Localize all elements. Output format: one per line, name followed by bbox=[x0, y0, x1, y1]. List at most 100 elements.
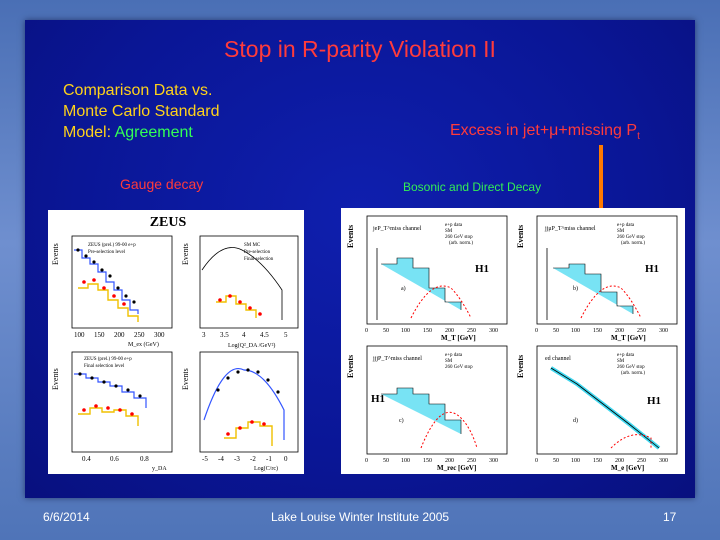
svg-text:50: 50 bbox=[553, 458, 559, 464]
svg-text:b): b) bbox=[573, 285, 578, 292]
zeus-plot-4: Events -5 -4 -3 -2 -1 0 Log(C/rc) bbox=[181, 351, 299, 472]
svg-text:0.8: 0.8 bbox=[140, 455, 149, 463]
svg-text:50: 50 bbox=[383, 328, 389, 334]
svg-text:50: 50 bbox=[553, 328, 559, 334]
svg-text:jjjP_T^miss channel: jjjP_T^miss channel bbox=[372, 356, 422, 362]
svg-text:Log(C/rc): Log(C/rc) bbox=[254, 465, 278, 472]
svg-text:d): d) bbox=[573, 417, 578, 424]
svg-text:100: 100 bbox=[401, 328, 410, 334]
svg-text:0: 0 bbox=[535, 328, 538, 334]
svg-text:Events: Events bbox=[516, 225, 525, 248]
svg-text:260 GeV stop: 260 GeV stop bbox=[617, 235, 645, 240]
svg-text:Log(Q²_DA /GeV²): Log(Q²_DA /GeV²) bbox=[228, 342, 275, 349]
svg-text:(arb. norm.): (arb. norm.) bbox=[621, 371, 645, 376]
svg-text:4.5: 4.5 bbox=[260, 331, 269, 339]
svg-text:260 GeV stop: 260 GeV stop bbox=[445, 235, 473, 240]
svg-text:e+p data: e+p data bbox=[445, 223, 463, 228]
svg-text:e+p data: e+p data bbox=[617, 353, 635, 358]
svg-text:(arb. norm.): (arb. norm.) bbox=[621, 241, 645, 246]
zeus-plot-1: Events ZEUS (prel.) 99-00 e+p Pre-select… bbox=[51, 235, 173, 348]
svg-text:e+p data: e+p data bbox=[617, 223, 635, 228]
svg-text:150: 150 bbox=[593, 328, 602, 334]
svg-text:3.5: 3.5 bbox=[220, 331, 229, 339]
zeus-ylabel-2: Events bbox=[181, 243, 190, 265]
svg-text:Events: Events bbox=[346, 355, 355, 378]
excess-mid: +missing P bbox=[558, 122, 638, 139]
svg-text:200: 200 bbox=[615, 328, 624, 334]
svg-text:300: 300 bbox=[659, 458, 668, 464]
svg-text:Final selection level: Final selection level bbox=[84, 364, 125, 369]
svg-text:260 GeV stop: 260 GeV stop bbox=[445, 365, 473, 370]
svg-text:SM: SM bbox=[617, 229, 625, 234]
svg-text:c): c) bbox=[399, 417, 404, 424]
comparison-text: Comparison Data vs. Monte Carlo Standard… bbox=[63, 80, 220, 143]
zeus-header: ZEUS bbox=[150, 215, 187, 230]
svg-text:300: 300 bbox=[489, 458, 498, 464]
svg-text:-4: -4 bbox=[218, 455, 224, 463]
svg-text:50: 50 bbox=[383, 458, 389, 464]
svg-text:250: 250 bbox=[467, 328, 476, 334]
model-label: Model: bbox=[63, 124, 115, 141]
svg-text:150: 150 bbox=[593, 458, 602, 464]
svg-text:-2: -2 bbox=[250, 455, 256, 463]
svg-text:200: 200 bbox=[615, 458, 624, 464]
svg-text:0: 0 bbox=[284, 455, 288, 463]
gauge-decay-label: Gauge decay bbox=[120, 176, 204, 192]
h1-panel-a: Events jeP_T^miss channel e+p data SM 26… bbox=[346, 215, 508, 342]
svg-text:0: 0 bbox=[365, 328, 368, 334]
svg-text:0.4: 0.4 bbox=[82, 455, 91, 463]
svg-text:-3: -3 bbox=[234, 455, 240, 463]
svg-text:260 GeV stop: 260 GeV stop bbox=[617, 365, 645, 370]
svg-text:SM: SM bbox=[445, 359, 453, 364]
zeus-plot1-legend2: Pre-selection level bbox=[88, 250, 126, 255]
svg-text:SM MC: SM MC bbox=[244, 243, 261, 248]
svg-text:(arb. norm.): (arb. norm.) bbox=[449, 241, 473, 246]
zeus-plot-3: Events ZEUS (prel.) 99-00 e+p Final sele… bbox=[51, 351, 173, 472]
svg-text:150: 150 bbox=[423, 458, 432, 464]
svg-text:M_rec [GeV]: M_rec [GeV] bbox=[437, 464, 476, 472]
svg-text:Events: Events bbox=[346, 225, 355, 248]
svg-text:M_e [GeV]: M_e [GeV] bbox=[611, 464, 644, 472]
svg-text:100: 100 bbox=[401, 458, 410, 464]
svg-text:250: 250 bbox=[467, 458, 476, 464]
agreement-label: Agreement bbox=[114, 124, 193, 141]
svg-text:Pre-selection: Pre-selection bbox=[244, 250, 271, 255]
svg-text:ZEUS (prel.) 99-00 e+p: ZEUS (prel.) 99-00 e+p bbox=[84, 357, 132, 362]
h1-panel-b: Events jjμP_T^miss channel e+p data SM 2… bbox=[516, 215, 678, 342]
slide-title: Stop in R-parity Violation II bbox=[224, 36, 496, 62]
svg-text:300: 300 bbox=[154, 331, 165, 339]
comparison-line-3: Model: Agreement bbox=[63, 122, 220, 143]
svg-text:0: 0 bbox=[365, 458, 368, 464]
zeus-ylabel-1: Events bbox=[51, 243, 60, 265]
comparison-line-1: Comparison Data vs. bbox=[63, 82, 213, 99]
svg-text:0.6: 0.6 bbox=[110, 455, 119, 463]
svg-text:150: 150 bbox=[423, 328, 432, 334]
svg-text:e+p data: e+p data bbox=[445, 353, 463, 358]
svg-text:jeP_T^miss channel: jeP_T^miss channel bbox=[372, 226, 422, 232]
svg-text:M_ex (GeV): M_ex (GeV) bbox=[128, 341, 159, 348]
h1-figure: Events jeP_T^miss channel e+p data SM 26… bbox=[341, 208, 685, 474]
zeus-ylabel-4: Events bbox=[181, 368, 190, 390]
excess-subscript: t bbox=[637, 131, 640, 143]
svg-text:ed channel: ed channel bbox=[545, 356, 571, 362]
svg-text:250: 250 bbox=[637, 458, 646, 464]
svg-text:jjμP_T^miss channel: jjμP_T^miss channel bbox=[544, 226, 596, 232]
svg-text:3: 3 bbox=[202, 331, 206, 339]
footer-date: 6/6/2014 bbox=[43, 510, 90, 524]
svg-text:-5: -5 bbox=[202, 455, 208, 463]
svg-text:100: 100 bbox=[571, 328, 580, 334]
svg-text:200: 200 bbox=[445, 328, 454, 334]
svg-text:5: 5 bbox=[284, 331, 288, 339]
svg-text:a): a) bbox=[401, 285, 406, 292]
svg-text:M_T [GeV]: M_T [GeV] bbox=[441, 334, 476, 342]
svg-text:Events: Events bbox=[516, 355, 525, 378]
svg-text:250: 250 bbox=[134, 331, 145, 339]
zeus-figure: ZEUS Events ZEUS (prel.) 99-00 e+p Pre-s… bbox=[48, 210, 304, 474]
svg-text:150: 150 bbox=[94, 331, 105, 339]
svg-text:SM: SM bbox=[445, 229, 453, 234]
zeus-plot-2: Events SM MC Pre-selection Final selecti… bbox=[181, 235, 299, 349]
bosonic-decay-label: Bosonic and Direct Decay bbox=[403, 180, 542, 194]
svg-text:M_T [GeV]: M_T [GeV] bbox=[611, 334, 646, 342]
svg-text:300: 300 bbox=[659, 328, 668, 334]
excess-prefix: Excess in jet+ bbox=[450, 122, 550, 139]
